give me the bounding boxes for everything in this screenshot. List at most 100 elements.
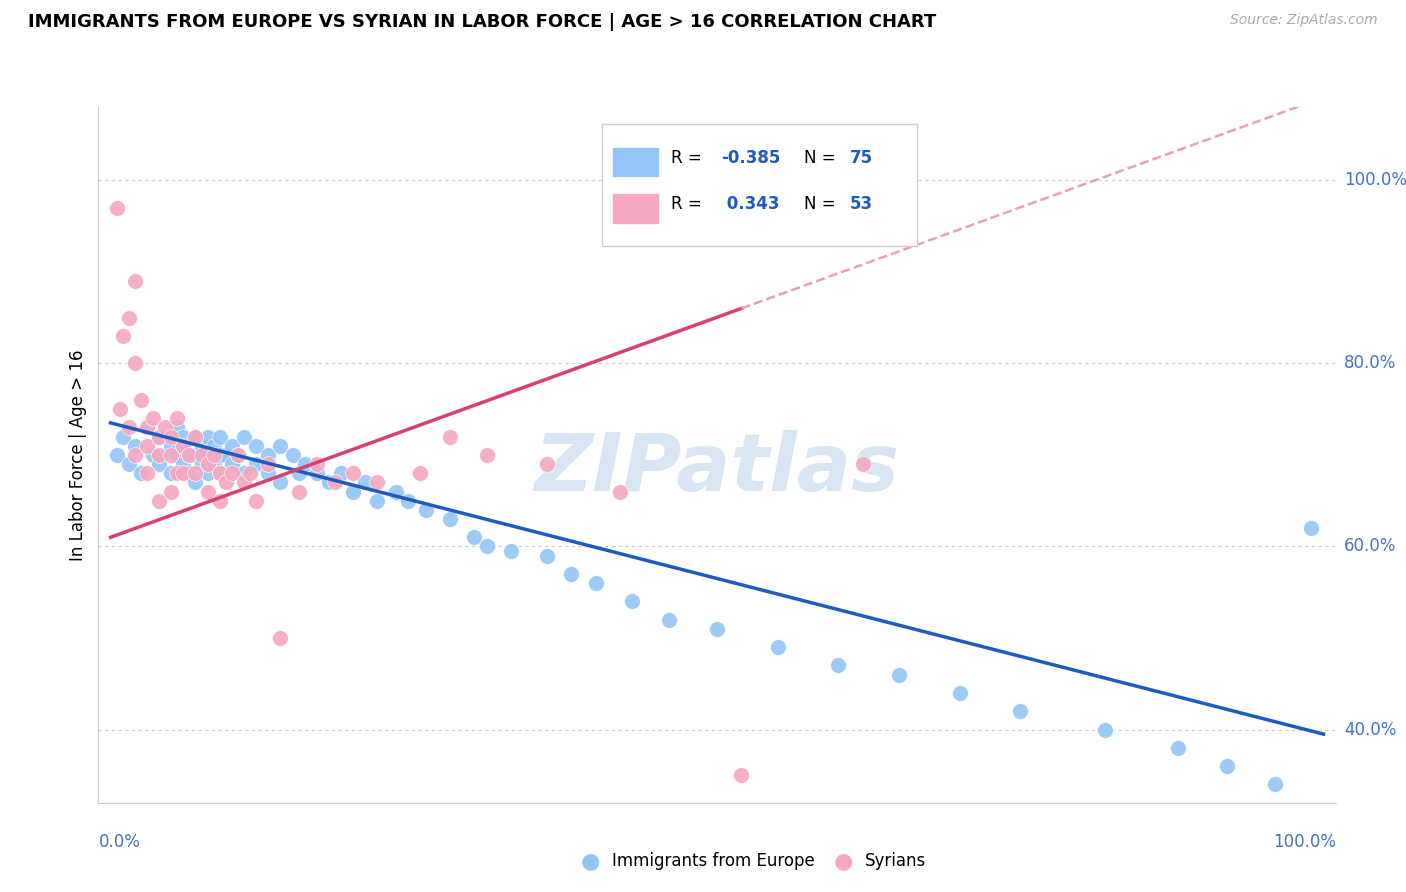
Text: R =: R = xyxy=(671,195,707,213)
Text: R =: R = xyxy=(671,149,707,167)
Point xyxy=(160,484,183,499)
Point xyxy=(1167,740,1189,755)
Text: 60.0%: 60.0% xyxy=(1344,538,1396,556)
FancyBboxPatch shape xyxy=(612,146,659,178)
Point xyxy=(166,411,188,425)
Point xyxy=(160,429,183,443)
Point xyxy=(318,475,340,490)
Point xyxy=(245,457,267,471)
Point xyxy=(148,457,170,471)
Point xyxy=(208,429,231,443)
Point xyxy=(110,402,132,417)
Point xyxy=(269,631,291,645)
Point xyxy=(202,448,225,462)
Point xyxy=(366,475,388,490)
Point xyxy=(202,457,225,471)
Point xyxy=(129,392,152,407)
Point xyxy=(166,420,188,434)
Point xyxy=(287,484,309,499)
Point xyxy=(766,640,789,655)
Point xyxy=(342,484,364,499)
Point xyxy=(118,457,141,471)
Point xyxy=(184,429,207,443)
Point xyxy=(887,667,910,681)
Text: 53: 53 xyxy=(849,195,873,213)
Point xyxy=(305,457,328,471)
Point xyxy=(269,439,291,453)
Point xyxy=(197,429,219,443)
Point xyxy=(257,467,280,481)
Point xyxy=(136,439,159,453)
Point xyxy=(221,439,243,453)
Text: ●: ● xyxy=(834,851,853,871)
FancyBboxPatch shape xyxy=(612,194,659,224)
Point xyxy=(105,201,128,215)
Point xyxy=(184,429,207,443)
Point xyxy=(105,448,128,462)
Point xyxy=(124,448,146,462)
Text: 40.0%: 40.0% xyxy=(1344,721,1396,739)
Point xyxy=(463,530,485,544)
Point xyxy=(475,540,498,554)
Point xyxy=(179,448,201,462)
Point xyxy=(439,512,461,526)
Text: N =: N = xyxy=(804,195,841,213)
Point xyxy=(197,448,219,462)
Point xyxy=(184,467,207,481)
Point xyxy=(226,448,249,462)
Point xyxy=(215,475,238,490)
Point xyxy=(323,475,346,490)
Point xyxy=(202,439,225,453)
Point xyxy=(305,467,328,481)
Point xyxy=(172,457,194,471)
Point xyxy=(142,411,165,425)
Point xyxy=(257,457,280,471)
Text: ●: ● xyxy=(581,851,600,871)
Point xyxy=(153,420,176,434)
Point xyxy=(124,356,146,370)
Point xyxy=(1010,704,1032,718)
Point xyxy=(166,448,188,462)
Point xyxy=(124,439,146,453)
Point xyxy=(221,457,243,471)
Point xyxy=(560,566,582,581)
Point xyxy=(499,544,522,558)
Text: IMMIGRANTS FROM EUROPE VS SYRIAN IN LABOR FORCE | AGE > 16 CORRELATION CHART: IMMIGRANTS FROM EUROPE VS SYRIAN IN LABO… xyxy=(28,13,936,31)
Point xyxy=(409,467,432,481)
Point xyxy=(190,448,212,462)
Point xyxy=(415,503,437,517)
Text: 0.0%: 0.0% xyxy=(98,833,141,851)
Point xyxy=(118,420,141,434)
Point xyxy=(148,448,170,462)
Point xyxy=(136,420,159,434)
Point xyxy=(142,448,165,462)
Point xyxy=(330,467,353,481)
Point xyxy=(852,457,875,471)
Point xyxy=(184,448,207,462)
Point xyxy=(287,467,309,481)
Point xyxy=(609,484,631,499)
Text: N =: N = xyxy=(804,149,841,167)
Point xyxy=(221,467,243,481)
Point xyxy=(245,439,267,453)
Point xyxy=(197,484,219,499)
Point xyxy=(1215,759,1237,773)
Point xyxy=(179,467,201,481)
Point xyxy=(1094,723,1116,737)
Point xyxy=(208,467,231,481)
Point xyxy=(148,429,170,443)
Point xyxy=(172,467,194,481)
Point xyxy=(439,429,461,443)
Text: 100.0%: 100.0% xyxy=(1272,833,1336,851)
Point xyxy=(111,429,134,443)
Point xyxy=(136,467,159,481)
Point xyxy=(1264,777,1286,791)
Point xyxy=(475,448,498,462)
Point xyxy=(118,310,141,325)
Point xyxy=(621,594,644,608)
Point xyxy=(827,658,849,673)
Point xyxy=(1301,521,1323,535)
Point xyxy=(226,448,249,462)
Point xyxy=(166,467,188,481)
Point xyxy=(160,439,183,453)
